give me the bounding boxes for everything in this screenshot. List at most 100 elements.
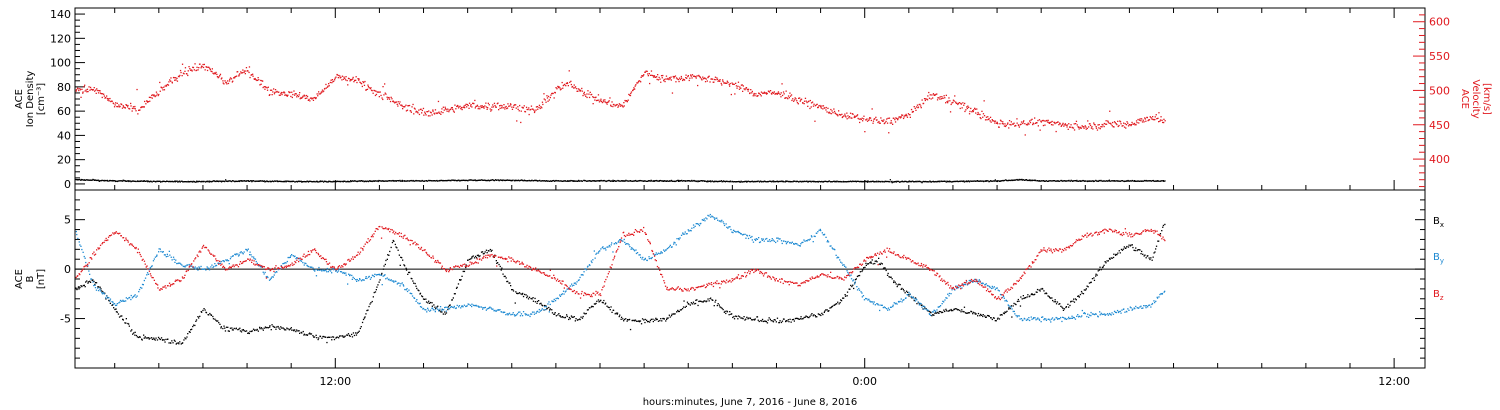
data-point [982, 315, 984, 318]
data-point [606, 305, 608, 307]
data-point [229, 77, 232, 79]
data-point [453, 111, 455, 113]
data-point [516, 179, 518, 182]
data-point [457, 283, 460, 285]
data-point [1151, 180, 1154, 182]
data-point [1072, 180, 1075, 182]
data-point [207, 181, 209, 183]
data-point [916, 180, 918, 182]
data-point [83, 179, 86, 181]
data-point [838, 181, 841, 183]
data-point [952, 309, 954, 312]
data-point [1098, 124, 1100, 126]
data-point [168, 181, 170, 183]
data-point [269, 326, 271, 328]
data-point [148, 268, 150, 271]
data-point [445, 180, 447, 182]
data-point [146, 274, 148, 276]
data-point [776, 317, 779, 319]
data-point [355, 279, 357, 281]
data-point [1096, 129, 1099, 131]
data-point [827, 180, 830, 182]
data-point [372, 296, 374, 298]
data-point [945, 181, 947, 183]
data-point [934, 312, 936, 314]
data-point [1027, 122, 1029, 124]
data-point [900, 288, 902, 290]
data-point [408, 104, 411, 107]
data-point [574, 87, 576, 89]
data-point [471, 179, 473, 181]
data-point [905, 181, 908, 183]
data-point [1150, 180, 1152, 182]
data-point [564, 291, 566, 293]
data-point [130, 102, 132, 105]
data-point [769, 318, 771, 320]
data-point [722, 221, 724, 223]
data-point [868, 181, 870, 183]
data-point [159, 81, 161, 84]
data-point [413, 180, 416, 182]
data-point [1061, 306, 1063, 308]
data-point [475, 180, 477, 182]
data-point [695, 299, 697, 301]
data-point [527, 298, 530, 300]
data-point [967, 105, 969, 107]
data-point [662, 180, 664, 182]
data-point [224, 330, 227, 332]
data-point [843, 115, 845, 117]
data-point [505, 179, 508, 181]
data-point [798, 97, 800, 99]
data-point [396, 180, 398, 182]
data-point [315, 275, 318, 277]
data-point [1062, 180, 1064, 182]
data-point [760, 320, 762, 322]
data-point [330, 181, 332, 183]
data-point [259, 326, 261, 328]
data-point [595, 302, 597, 305]
data-point [450, 180, 452, 182]
data-point [492, 106, 495, 108]
data-point [605, 302, 607, 304]
data-point [407, 273, 409, 275]
data-point [829, 245, 831, 247]
data-point [269, 325, 271, 327]
data-point [307, 99, 309, 101]
data-point [437, 100, 440, 103]
data-point [309, 180, 311, 182]
data-point [146, 101, 149, 103]
data-point [543, 180, 546, 182]
data-point [849, 288, 851, 290]
data-point [202, 180, 205, 183]
data-point [639, 320, 642, 322]
data-point [1098, 127, 1100, 129]
data-point [574, 320, 576, 322]
data-point [889, 179, 891, 181]
data-point [1155, 114, 1157, 116]
data-point [86, 88, 89, 90]
data-point [1126, 180, 1128, 182]
data-point [721, 219, 723, 221]
data-point [1154, 251, 1156, 253]
data-point [825, 180, 828, 183]
data-point [1088, 282, 1091, 284]
data-point [90, 88, 92, 90]
data-point [756, 316, 759, 318]
data-point [529, 180, 532, 182]
data-point [917, 106, 920, 108]
data-point [708, 300, 710, 302]
data-point [319, 335, 322, 338]
data-point [894, 180, 897, 183]
data-point [373, 180, 375, 182]
data-point [558, 180, 560, 182]
data-point [1154, 180, 1156, 182]
data-point [199, 315, 201, 317]
data-point [761, 318, 764, 321]
data-point [309, 332, 311, 334]
data-point [444, 108, 447, 110]
data-point [504, 108, 506, 110]
data-point [217, 320, 219, 322]
data-point [859, 181, 861, 183]
data-point [688, 230, 690, 232]
data-point [562, 84, 564, 87]
